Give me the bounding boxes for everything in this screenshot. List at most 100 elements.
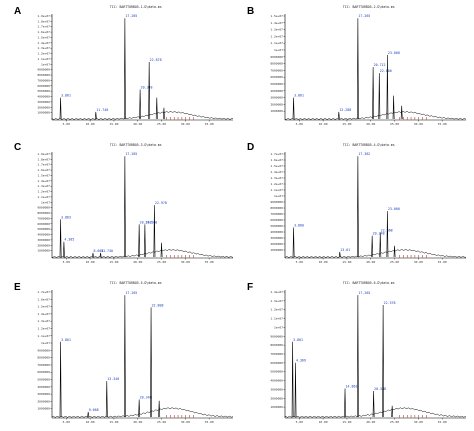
peak xyxy=(123,18,126,120)
peak xyxy=(163,107,165,120)
y-tick-label: 1e+07 xyxy=(274,48,283,52)
x-tick-label: 10.00 xyxy=(86,260,95,264)
x-tick-label: 10.00 xyxy=(86,420,95,424)
chart-panel-b: TIC: BARTTORBO5-2.D\data.ms 1.5e+07 1.4e+0… xyxy=(263,2,468,130)
chart-panel-d: TIC: BARTTORBO5-4.D\data.ms 1.7e+07 1.6e+0… xyxy=(263,140,468,268)
y-tick-label: 1e+07 xyxy=(274,194,283,198)
integration-mark xyxy=(414,255,416,258)
peak xyxy=(92,252,94,258)
integration-mark xyxy=(406,255,408,258)
x-tick-label: 5.00 xyxy=(296,260,303,264)
integration-mark xyxy=(181,255,183,258)
integration-mark xyxy=(166,255,167,258)
y-tick-label: 7000000 xyxy=(270,68,283,72)
y-tick-label: 1.5e+07 xyxy=(37,305,50,309)
peak-label: 22.578 xyxy=(384,301,396,305)
y-tick-label: 6000000 xyxy=(270,361,283,365)
y-tick-label: 1.1e+07 xyxy=(37,195,50,199)
integration-mark xyxy=(399,415,400,418)
y-tick-label: 5000000 xyxy=(37,378,50,382)
peak-label: 20.348 xyxy=(141,85,153,89)
peak-label: 20.348 xyxy=(140,220,152,224)
panel-letter-e: E xyxy=(14,282,21,293)
peak-label: 22.068 xyxy=(381,229,393,233)
y-tick-label: 1000000 xyxy=(37,407,50,411)
y-tick-label: 1.1e+07 xyxy=(37,57,50,61)
integration-mark xyxy=(189,255,190,258)
integration-mark xyxy=(418,117,419,120)
y-tick-label: 1e+07 xyxy=(41,341,50,345)
y-tick-label: 1.3e+07 xyxy=(270,176,283,180)
y-tick-label: 5000000 xyxy=(270,224,283,228)
chart-panel-e: TIC: BARTTORBO5-5.D\data.ms 1.7e+07 1.6e+0… xyxy=(30,278,235,428)
integration-mark xyxy=(185,415,186,418)
y-tick-label: 1.4e+07 xyxy=(37,41,50,45)
y-tick-label: 1.5e+07 xyxy=(270,14,283,18)
peak-label: 23.008 xyxy=(388,51,400,55)
integration-mark xyxy=(414,117,416,120)
integration-mark xyxy=(173,415,175,418)
peak xyxy=(372,67,375,120)
y-tick-label: 1.2e+07 xyxy=(270,182,283,186)
peak xyxy=(391,405,394,418)
integration-mark xyxy=(181,117,183,120)
y-tick-label: 3000000 xyxy=(270,387,283,391)
panel-letter-f: F xyxy=(247,282,254,293)
y-tick-label: 3000000 xyxy=(37,238,50,242)
y-tick-label: 1e+07 xyxy=(41,62,50,66)
y-tick-label: 6000000 xyxy=(37,222,50,226)
integration-mark xyxy=(418,415,419,418)
y-tick-label: 1.4e+07 xyxy=(37,179,50,183)
y-tick-label: 2000000 xyxy=(37,399,50,403)
y-tick-label: 1e+07 xyxy=(41,200,50,204)
peak xyxy=(59,341,62,418)
peak xyxy=(143,224,146,258)
y-tick-label: 4000000 xyxy=(37,385,50,389)
y-tick-label: 1000000 xyxy=(270,405,283,409)
y-tick-label: 1.2e+07 xyxy=(37,190,50,194)
panel-letter-c: C xyxy=(14,142,22,153)
x-tick-label: 30.00 xyxy=(181,260,190,264)
peak-label: 22.878 xyxy=(150,58,162,62)
y-tick-label: 1.4e+07 xyxy=(37,312,50,316)
peak-label: 3.861 xyxy=(61,94,71,98)
y-tick-label: 1.3e+07 xyxy=(37,184,50,188)
y-tick-label: 8000000 xyxy=(270,343,283,347)
integration-mark xyxy=(192,415,194,418)
y-tick-label: 5000000 xyxy=(270,82,283,86)
peak-label: 17.265 xyxy=(358,291,370,295)
y-tick-label: 2000000 xyxy=(270,242,283,246)
chromatogram-5: TIC: BARTTORBO5-6.D\data.ms 1.4e+07 1.3e+0… xyxy=(270,281,467,424)
integration-mark xyxy=(422,415,423,418)
y-tick-label: 8000000 xyxy=(37,211,50,215)
x-tick-label: 15.00 xyxy=(109,122,118,126)
peak xyxy=(371,235,374,258)
x-tick-label: 10.00 xyxy=(319,260,328,264)
integration-mark xyxy=(403,415,404,418)
integration-mark xyxy=(170,415,171,418)
peak-label: 21.560 xyxy=(145,220,157,224)
chromatogram-1: TIC: BARTTORBO5-2.D\data.ms 1.5e+07 1.4e+0… xyxy=(270,5,467,126)
integration-mark xyxy=(185,255,186,258)
x-tick-label: 10.00 xyxy=(319,122,328,126)
y-tick-label: 1000000 xyxy=(270,109,283,113)
peak xyxy=(292,97,295,120)
peak-label: 20.712 xyxy=(374,63,386,67)
integration-mark xyxy=(192,255,194,258)
y-tick-label: 4000000 xyxy=(270,89,283,93)
y-tick-label: 9000000 xyxy=(37,68,50,72)
integration-mark xyxy=(173,255,175,258)
integration-mark xyxy=(166,117,167,120)
y-tick-label: 7000000 xyxy=(270,212,283,216)
peak xyxy=(139,89,142,120)
peak-label: 3.861 xyxy=(61,338,71,342)
y-tick-label: 9000000 xyxy=(270,334,283,338)
y-tick-label: 7000000 xyxy=(37,363,50,367)
y-tick-label: 1.3e+07 xyxy=(270,299,283,303)
y-tick-label: 2000000 xyxy=(37,243,50,247)
peak-label: 22.000 xyxy=(380,69,392,73)
y-tick-label: 1.4e+07 xyxy=(270,290,283,294)
peak xyxy=(294,362,297,418)
y-tick-label: 1.6e+07 xyxy=(37,30,50,34)
y-tick-label: 1000000 xyxy=(270,248,283,252)
